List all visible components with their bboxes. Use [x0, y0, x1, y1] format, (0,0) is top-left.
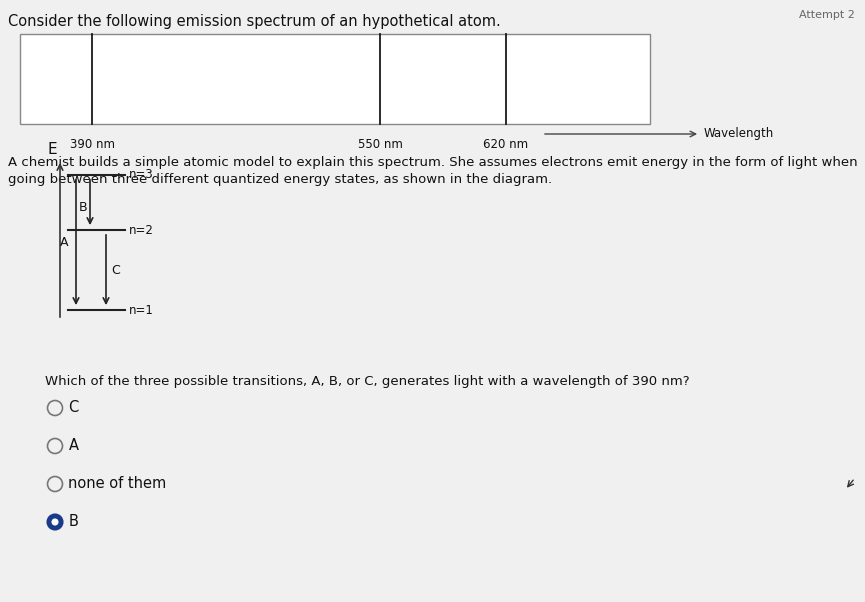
Text: none of them: none of them	[68, 477, 167, 491]
Text: Wavelength: Wavelength	[704, 128, 774, 140]
Circle shape	[48, 438, 62, 453]
Text: C: C	[111, 264, 119, 276]
Circle shape	[48, 400, 62, 415]
Text: E: E	[48, 142, 57, 157]
Text: 390 nm: 390 nm	[69, 138, 114, 151]
Bar	[20, 34, 650, 124]
Text: Consider the following emission spectrum of an hypothetical atom.: Consider the following emission spectrum…	[8, 14, 501, 29]
Text: C: C	[68, 400, 79, 415]
Text: 620 nm: 620 nm	[484, 138, 529, 151]
Text: A: A	[68, 438, 79, 453]
Text: n=2: n=2	[129, 223, 154, 237]
Text: 550 nm: 550 nm	[357, 138, 402, 151]
Text: Which of the three possible transitions, A, B, or C, generates light with a wave: Which of the three possible transitions,…	[45, 375, 689, 388]
Text: going between three different quantized energy states, as shown in the diagram.: going between three different quantized …	[8, 173, 552, 186]
Circle shape	[48, 515, 62, 530]
Circle shape	[52, 519, 58, 525]
Text: B: B	[68, 515, 79, 530]
Text: A: A	[60, 236, 68, 249]
Circle shape	[48, 477, 62, 491]
Text: B: B	[79, 201, 87, 214]
Text: n=1: n=1	[129, 303, 154, 317]
Text: A chemist builds a simple atomic model to explain this spectrum. She assumes ele: A chemist builds a simple atomic model t…	[8, 156, 857, 169]
Text: n=3: n=3	[129, 169, 154, 181]
Text: Attempt 2: Attempt 2	[799, 10, 855, 20]
